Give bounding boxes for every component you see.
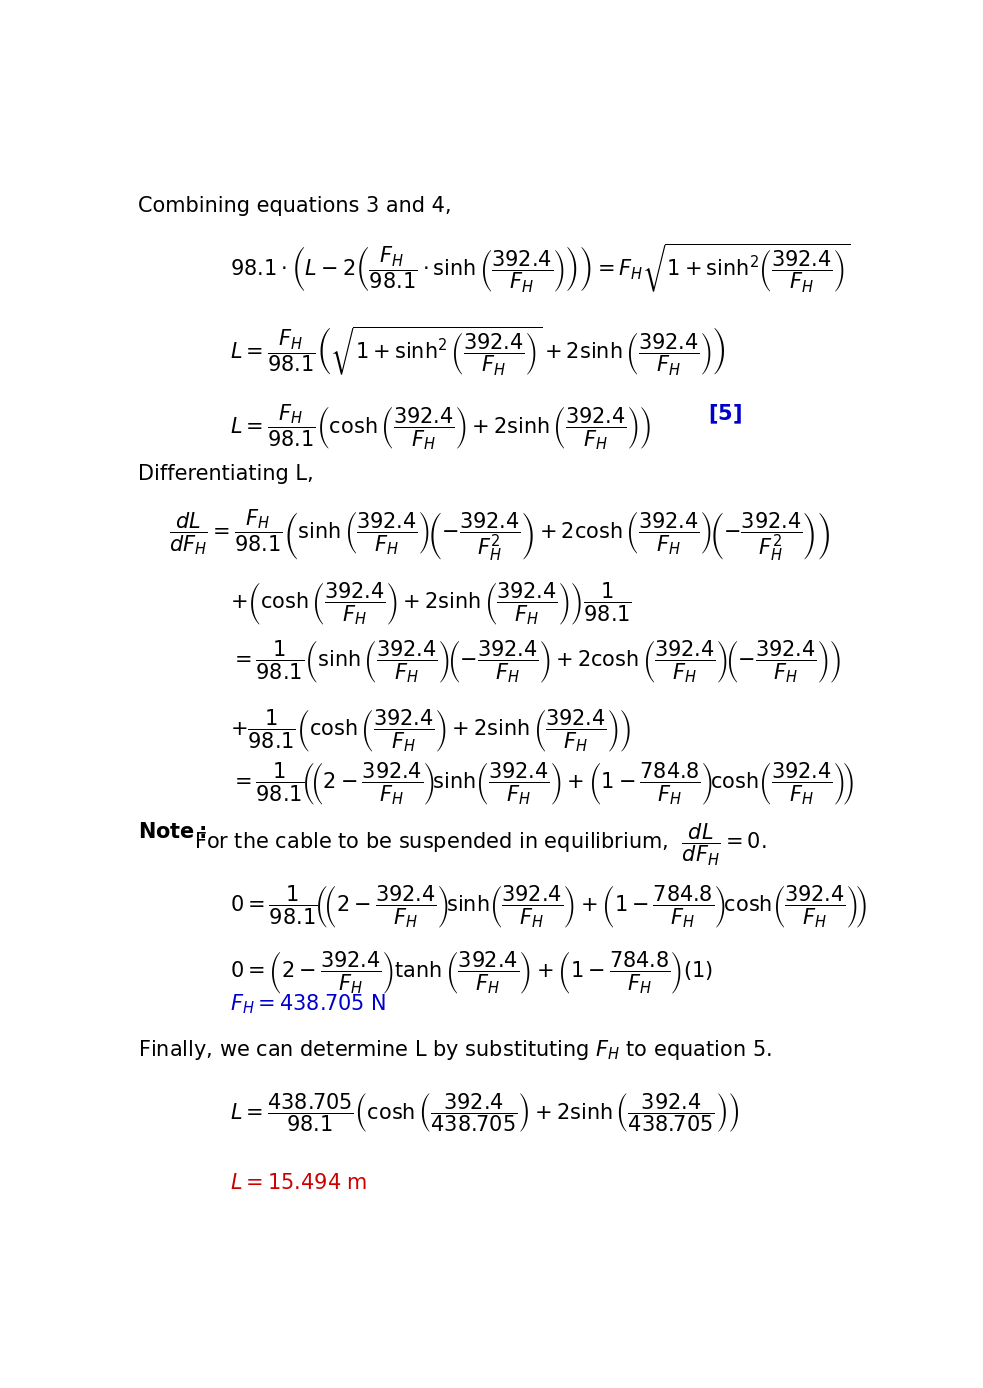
Text: $+ \left(\cosh\left(\dfrac{392.4}{F_H}\right) + 2\sinh\left(\dfrac{392.4}{F_H}\r: $+ \left(\cosh\left(\dfrac{392.4}{F_H}\r… <box>230 580 631 627</box>
Text: $= \dfrac{1}{98.1}\!\left(\!\left(2 - \dfrac{392.4}{F_H}\right)\!\sinh\!\left(\d: $= \dfrac{1}{98.1}\!\left(\!\left(2 - \d… <box>230 759 853 806</box>
Text: $= \dfrac{1}{98.1}\left(\sinh\left(\dfrac{392.4}{F_H}\right)\!\left(-\dfrac{392.: $= \dfrac{1}{98.1}\left(\sinh\left(\dfra… <box>230 638 840 684</box>
Text: $0 = \dfrac{1}{98.1}\!\left(\!\left(2 - \dfrac{392.4}{F_H}\right)\!\sinh\!\left(: $0 = \dfrac{1}{98.1}\!\left(\!\left(2 - … <box>230 883 867 930</box>
Text: Finally, we can determine L by substituting $F_H$ to equation 5.: Finally, we can determine L by substitut… <box>138 1038 772 1062</box>
Text: $\mathbf{[5]}$: $\mathbf{[5]}$ <box>708 403 742 426</box>
Text: Differentiating L,: Differentiating L, <box>138 464 314 483</box>
Text: Combining equations 3 and 4,: Combining equations 3 and 4, <box>138 197 451 217</box>
Text: $\mathbf{Note:}$: $\mathbf{Note:}$ <box>138 822 206 841</box>
Text: $\dfrac{dL}{dF_H} = \dfrac{F_H}{98.1}\left(\sinh\left(\dfrac{392.4}{F_H}\right)\: $\dfrac{dL}{dF_H} = \dfrac{F_H}{98.1}\le… <box>169 508 830 564</box>
Text: $L = \dfrac{F_H}{98.1}\left(\sqrt{1 + \sinh^2\left(\dfrac{392.4}{F_H}\right)} + : $L = \dfrac{F_H}{98.1}\left(\sqrt{1 + \s… <box>230 325 725 378</box>
Text: $+ \dfrac{1}{98.1}\left(\cosh\left(\dfrac{392.4}{F_H}\right) + 2\sinh\left(\dfra: $+ \dfrac{1}{98.1}\left(\cosh\left(\dfra… <box>230 708 631 754</box>
Text: $0 = \left(2 - \dfrac{392.4}{F_H}\right)\tanh\left(\dfrac{392.4}{F_H}\right) + \: $0 = \left(2 - \dfrac{392.4}{F_H}\right)… <box>230 949 713 997</box>
Text: $L = \dfrac{438.705}{98.1}\left(\cosh\left(\dfrac{392.4}{438.705}\right) + 2\sin: $L = \dfrac{438.705}{98.1}\left(\cosh\le… <box>230 1091 739 1134</box>
Text: $98.1 \cdot \left(L - 2\left(\dfrac{F_H}{98.1} \cdot \sinh\left(\dfrac{392.4}{F_: $98.1 \cdot \left(L - 2\left(\dfrac{F_H}… <box>230 242 850 294</box>
Text: $F_H = 438.705 \text{ N}$: $F_H = 438.705 \text{ N}$ <box>230 992 385 1016</box>
Text: For the cable to be suspended in equilibrium,  $\dfrac{dL}{dF_H} = 0.$: For the cable to be suspended in equilib… <box>195 822 767 868</box>
Text: $L = \dfrac{F_H}{98.1}\left(\cosh\left(\dfrac{392.4}{F_H}\right) + 2\sinh\left(\: $L = \dfrac{F_H}{98.1}\left(\cosh\left(\… <box>230 403 651 452</box>
Text: $L = 15.494 \text{ m}$: $L = 15.494 \text{ m}$ <box>230 1173 367 1194</box>
